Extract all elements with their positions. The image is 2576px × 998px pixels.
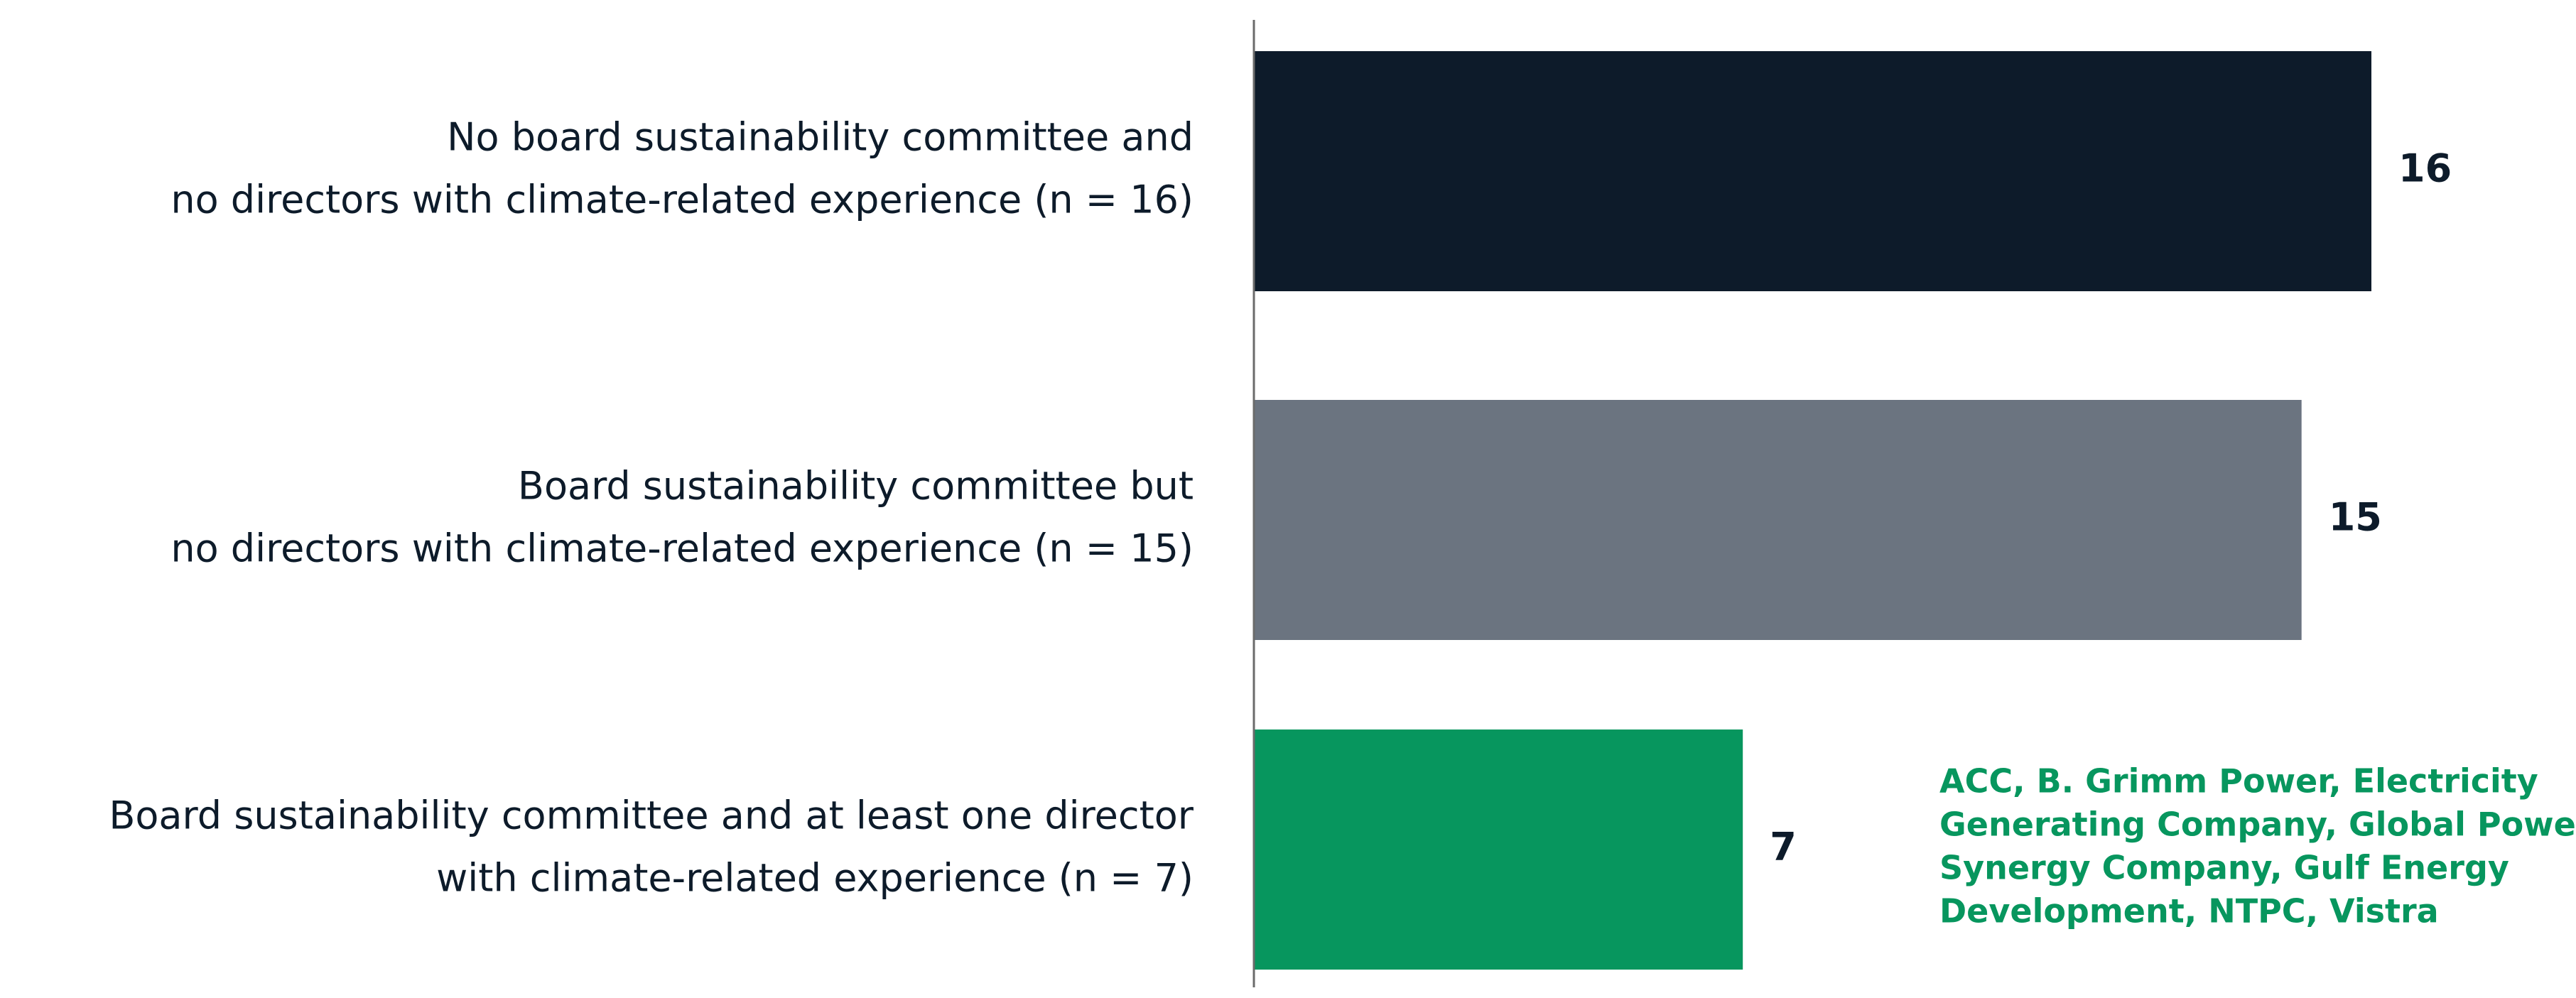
annotation-line: Generating Company, Global Power	[1939, 806, 2576, 844]
annotation-line: ACC, B. Grimm Power, Electricity	[1939, 762, 2538, 801]
category-labels: No board sustainability committee and no …	[109, 115, 1194, 901]
category-label-line: no directors with climate-related experi…	[171, 178, 1194, 222]
value-labels: 16 15 7	[1770, 146, 2452, 869]
value-label-3: 7	[1770, 825, 1797, 869]
category-label-line: No board sustainability committee and	[447, 115, 1194, 160]
category-label-line: Board sustainability committee but	[518, 464, 1194, 509]
category-label-2: Board sustainability committee but no dir…	[171, 464, 1194, 571]
category-label-1: No board sustainability committee and no …	[171, 115, 1194, 222]
annotation-line: Synergy Company, Gulf Energy	[1939, 849, 2509, 887]
bar-2	[1254, 400, 2302, 640]
category-label-line: no directors with climate-related experi…	[171, 526, 1194, 571]
bars-layer	[1254, 51, 2371, 970]
value-label-2: 15	[2329, 495, 2382, 540]
value-label-1: 16	[2398, 146, 2452, 191]
bar-1	[1254, 51, 2371, 291]
annotation-line: Development, NTPC, Vistra	[1939, 892, 2439, 931]
annotation-company-list: ACC, B. Grimm Power, Electricity Generati…	[1939, 762, 2576, 931]
category-label-line: Board sustainability committee and at le…	[109, 793, 1194, 838]
bar-3	[1254, 729, 1743, 970]
category-label-line: with climate-related experience (n = 7)	[436, 856, 1194, 901]
category-label-3: Board sustainability committee and at le…	[109, 793, 1194, 901]
